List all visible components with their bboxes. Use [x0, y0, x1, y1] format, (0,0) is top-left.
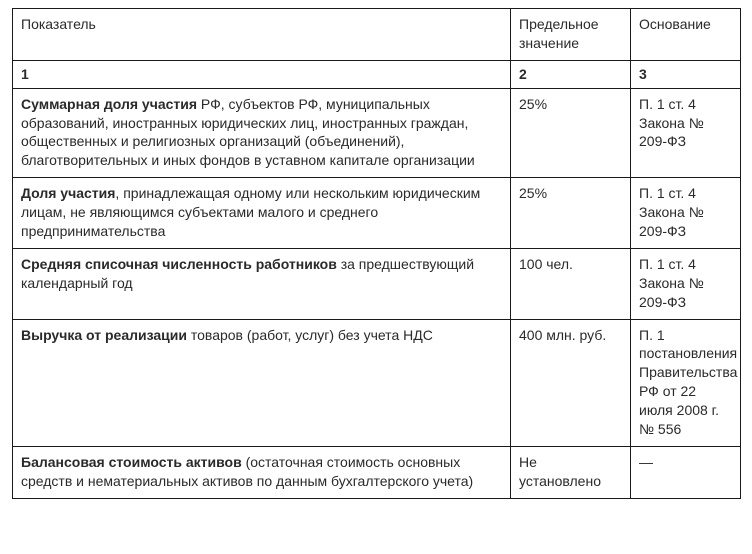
table-row: Доля участия, принадлежащая одному или н…	[13, 178, 741, 249]
colnum-2: 2	[511, 60, 631, 88]
indicator-lead: Доля участия	[21, 185, 115, 201]
cell-limit: 25%	[511, 88, 631, 178]
cell-basis: —	[631, 446, 741, 498]
header-indicator: Показатель	[13, 9, 511, 61]
colnum-1: 1	[13, 60, 511, 88]
cell-indicator: Доля участия, принадлежащая одному или н…	[13, 178, 511, 249]
cell-basis: П. 1 ст. 4 Закона № 209-ФЗ	[631, 88, 741, 178]
header-row: Показатель Предельное значение Основание	[13, 9, 741, 61]
column-number-row: 1 2 3	[13, 60, 741, 88]
cell-indicator: Выручка от реализации товаров (работ, ус…	[13, 319, 511, 446]
indicator-lead: Балансовая стоимость активов	[21, 454, 242, 470]
header-basis: Основание	[631, 9, 741, 61]
table-row: Средняя списочная численность работников…	[13, 248, 741, 319]
cell-limit: 400 млн. руб.	[511, 319, 631, 446]
cell-indicator: Средняя списочная численность работников…	[13, 248, 511, 319]
colnum-3: 3	[631, 60, 741, 88]
indicator-lead: Выручка от реализации	[21, 327, 187, 343]
cell-basis: П. 1 ст. 4 Закона № 209-ФЗ	[631, 248, 741, 319]
cell-indicator: Суммарная доля участия РФ, субъектов РФ,…	[13, 88, 511, 178]
cell-basis: П. 1 постановления Правительства РФ от 2…	[631, 319, 741, 446]
criteria-table: Показатель Предельное значение Основание…	[12, 8, 741, 499]
indicator-rest: товаров (работ, услуг) без учета НДС	[187, 327, 433, 343]
indicator-lead: Суммарная доля участия	[21, 96, 197, 112]
cell-limit: Не установлено	[511, 446, 631, 498]
table-row: Балансовая стоимость активов (остаточная…	[13, 446, 741, 498]
header-limit: Предельное значение	[511, 9, 631, 61]
page: Показатель Предельное значение Основание…	[0, 0, 752, 554]
cell-indicator: Балансовая стоимость активов (остаточная…	[13, 446, 511, 498]
cell-basis: П. 1 ст. 4 Закона № 209-ФЗ	[631, 178, 741, 249]
cell-limit: 100 чел.	[511, 248, 631, 319]
indicator-lead: Средняя списочная численность работников	[21, 256, 337, 272]
cell-limit: 25%	[511, 178, 631, 249]
table-row: Суммарная доля участия РФ, субъектов РФ,…	[13, 88, 741, 178]
table-row: Выручка от реализации товаров (работ, ус…	[13, 319, 741, 446]
